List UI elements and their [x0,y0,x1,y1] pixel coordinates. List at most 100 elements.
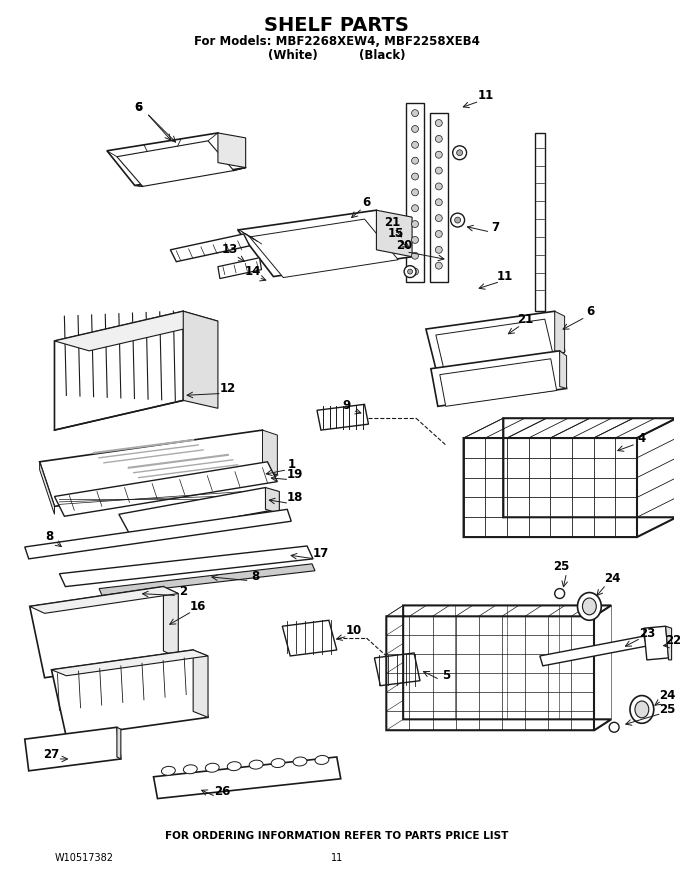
Text: FOR ORDERING INFORMATION REFER TO PARTS PRICE LIST: FOR ORDERING INFORMATION REFER TO PARTS … [165,832,509,841]
Text: 25: 25 [660,703,676,716]
Polygon shape [430,114,447,282]
Text: 25: 25 [554,561,570,573]
Circle shape [435,151,442,158]
Polygon shape [119,488,277,536]
Polygon shape [39,430,277,506]
Polygon shape [52,650,208,676]
Text: 26: 26 [214,785,230,798]
Polygon shape [30,587,178,613]
Polygon shape [265,488,279,513]
Text: 11: 11 [330,853,343,863]
Text: 14: 14 [244,265,260,278]
Polygon shape [193,650,208,717]
Polygon shape [644,627,668,660]
Text: 19: 19 [287,468,303,481]
Text: 18: 18 [287,491,303,504]
Polygon shape [163,587,178,658]
Text: (White)          (Black): (White) (Black) [268,49,405,62]
Polygon shape [535,133,545,312]
Polygon shape [540,636,647,666]
Polygon shape [555,312,564,353]
Text: 1: 1 [288,458,296,472]
Ellipse shape [635,701,649,718]
Polygon shape [183,312,218,408]
Polygon shape [666,627,672,660]
Polygon shape [440,359,557,407]
Polygon shape [107,133,245,186]
Text: 22: 22 [666,634,680,647]
Circle shape [411,253,418,260]
Text: 6: 6 [586,304,594,318]
Polygon shape [154,757,341,798]
Text: 13: 13 [222,243,238,256]
Ellipse shape [227,762,241,771]
Circle shape [435,167,442,174]
Circle shape [411,158,418,165]
Ellipse shape [293,757,307,766]
Circle shape [411,126,418,132]
Polygon shape [54,312,183,430]
Polygon shape [117,727,121,759]
Circle shape [435,136,442,143]
Text: 21: 21 [384,216,401,229]
Text: SHELF PARTS: SHELF PARTS [265,17,409,35]
Text: 23: 23 [639,627,655,640]
Polygon shape [238,210,412,276]
Circle shape [435,215,442,222]
Polygon shape [39,462,54,514]
Ellipse shape [630,695,653,723]
Text: 21: 21 [517,312,533,326]
Circle shape [411,189,418,196]
Circle shape [435,231,442,238]
Polygon shape [218,133,245,167]
Text: 2: 2 [180,585,187,598]
Circle shape [435,120,442,127]
Ellipse shape [315,755,329,765]
Ellipse shape [205,763,219,773]
Text: For Models: MBF2268XEW4, MBF2258XEB4: For Models: MBF2268XEW4, MBF2258XEB4 [194,35,479,48]
Ellipse shape [583,598,596,615]
Text: 9: 9 [343,399,351,412]
Text: 12: 12 [220,382,236,395]
Circle shape [411,221,418,228]
Polygon shape [560,351,566,388]
Polygon shape [54,312,218,351]
Circle shape [435,246,442,253]
Circle shape [455,217,460,223]
Ellipse shape [271,759,285,767]
Text: 17: 17 [313,547,329,561]
Text: 7: 7 [491,221,499,233]
Text: 16: 16 [190,600,206,612]
Circle shape [457,150,462,156]
Polygon shape [218,258,262,279]
Circle shape [411,173,418,180]
Text: 8: 8 [46,530,54,543]
Polygon shape [59,546,313,587]
Polygon shape [24,727,121,771]
Text: 10: 10 [345,624,362,637]
Text: 6: 6 [362,195,371,209]
Ellipse shape [577,592,601,620]
Circle shape [411,142,418,149]
Text: 4: 4 [638,431,646,444]
Polygon shape [375,653,420,686]
Text: 20: 20 [396,239,412,253]
Ellipse shape [555,589,564,598]
Polygon shape [426,312,564,369]
Polygon shape [262,430,277,474]
Polygon shape [282,620,337,656]
Polygon shape [99,564,315,596]
Polygon shape [54,462,277,517]
Text: W10517382: W10517382 [54,853,114,863]
Text: 24: 24 [604,572,620,585]
Circle shape [411,268,418,275]
Ellipse shape [184,765,197,774]
Text: 11: 11 [477,89,494,102]
Text: 6: 6 [135,102,143,112]
Text: 6: 6 [135,100,143,114]
Ellipse shape [249,760,263,769]
Circle shape [404,266,416,277]
Ellipse shape [609,722,619,732]
Polygon shape [24,510,291,559]
Text: 15: 15 [388,227,405,240]
